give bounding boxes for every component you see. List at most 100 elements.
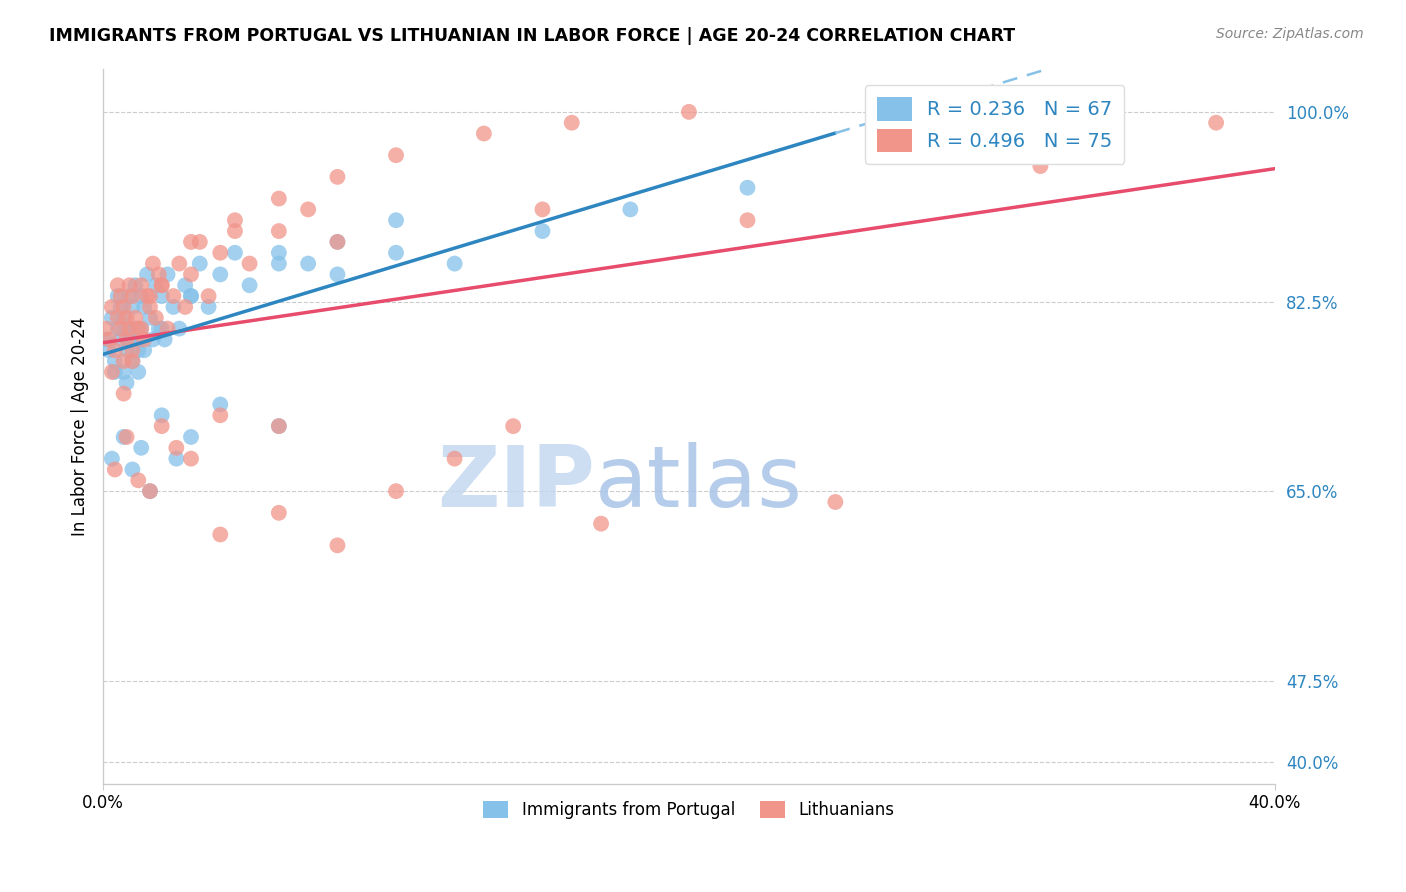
- Point: [326, 235, 349, 249]
- Point: [118, 278, 141, 293]
- Point: [209, 397, 232, 411]
- Point: [107, 321, 129, 335]
- Point: [115, 310, 138, 325]
- Point: [188, 235, 211, 249]
- Point: [136, 289, 159, 303]
- Point: [129, 278, 152, 293]
- Point: [124, 310, 146, 325]
- Point: [145, 310, 167, 325]
- Point: [169, 256, 191, 270]
- Point: [326, 268, 349, 282]
- Point: [385, 213, 408, 227]
- Text: IMMIGRANTS FROM PORTUGAL VS LITHUANIAN IN LABOR FORCE | AGE 20-24 CORRELATION CH: IMMIGRANTS FROM PORTUGAL VS LITHUANIAN I…: [49, 27, 1015, 45]
- Point: [180, 268, 202, 282]
- Point: [134, 300, 156, 314]
- Point: [139, 310, 162, 325]
- Point: [737, 213, 759, 227]
- Text: Source: ZipAtlas.com: Source: ZipAtlas.com: [1216, 27, 1364, 41]
- Point: [174, 278, 197, 293]
- Point: [165, 441, 187, 455]
- Point: [134, 343, 156, 358]
- Point: [136, 268, 159, 282]
- Point: [104, 354, 127, 368]
- Point: [443, 451, 465, 466]
- Point: [107, 310, 129, 325]
- Point: [150, 419, 173, 434]
- Point: [589, 516, 612, 531]
- Point: [101, 310, 124, 325]
- Point: [101, 300, 124, 314]
- Point: [162, 289, 184, 303]
- Point: [385, 245, 408, 260]
- Point: [110, 321, 132, 335]
- Point: [118, 289, 141, 303]
- Point: [118, 321, 141, 335]
- Point: [148, 321, 170, 335]
- Point: [326, 538, 349, 552]
- Point: [180, 451, 202, 466]
- Point: [180, 289, 202, 303]
- Point: [239, 278, 262, 293]
- Point: [472, 127, 495, 141]
- Point: [118, 333, 141, 347]
- Point: [239, 256, 262, 270]
- Point: [385, 484, 408, 499]
- Point: [104, 462, 127, 476]
- Point: [162, 300, 184, 314]
- Point: [115, 376, 138, 390]
- Point: [1205, 116, 1227, 130]
- Point: [124, 278, 146, 293]
- Point: [110, 333, 132, 347]
- Point: [209, 527, 232, 541]
- Point: [326, 169, 349, 184]
- Point: [824, 495, 846, 509]
- Point: [124, 321, 146, 335]
- Point: [912, 116, 935, 130]
- Point: [129, 321, 152, 335]
- Point: [197, 289, 219, 303]
- Point: [153, 333, 176, 347]
- Point: [115, 333, 138, 347]
- Point: [531, 202, 554, 217]
- Y-axis label: In Labor Force | Age 20-24: In Labor Force | Age 20-24: [72, 317, 89, 536]
- Point: [94, 321, 117, 335]
- Point: [737, 180, 759, 194]
- Point: [145, 278, 167, 293]
- Point: [139, 484, 162, 499]
- Point: [209, 245, 232, 260]
- Point: [502, 419, 524, 434]
- Point: [267, 419, 290, 434]
- Point: [115, 321, 138, 335]
- Point: [678, 104, 700, 119]
- Point: [107, 278, 129, 293]
- Point: [443, 256, 465, 270]
- Text: atlas: atlas: [595, 442, 803, 524]
- Point: [561, 116, 583, 130]
- Point: [385, 148, 408, 162]
- Point: [180, 235, 202, 249]
- Point: [104, 365, 127, 379]
- Point: [142, 256, 165, 270]
- Point: [127, 343, 149, 358]
- Point: [127, 473, 149, 487]
- Point: [150, 278, 173, 293]
- Point: [121, 354, 143, 368]
- Point: [619, 202, 641, 217]
- Point: [112, 310, 135, 325]
- Point: [180, 430, 202, 444]
- Point: [127, 365, 149, 379]
- Point: [297, 256, 319, 270]
- Point: [267, 419, 290, 434]
- Point: [112, 386, 135, 401]
- Point: [1029, 159, 1052, 173]
- Point: [224, 245, 246, 260]
- Point: [104, 343, 127, 358]
- Point: [112, 300, 135, 314]
- Point: [127, 333, 149, 347]
- Point: [150, 289, 173, 303]
- Point: [156, 321, 179, 335]
- Point: [134, 333, 156, 347]
- Point: [224, 213, 246, 227]
- Point: [142, 333, 165, 347]
- Point: [94, 333, 117, 347]
